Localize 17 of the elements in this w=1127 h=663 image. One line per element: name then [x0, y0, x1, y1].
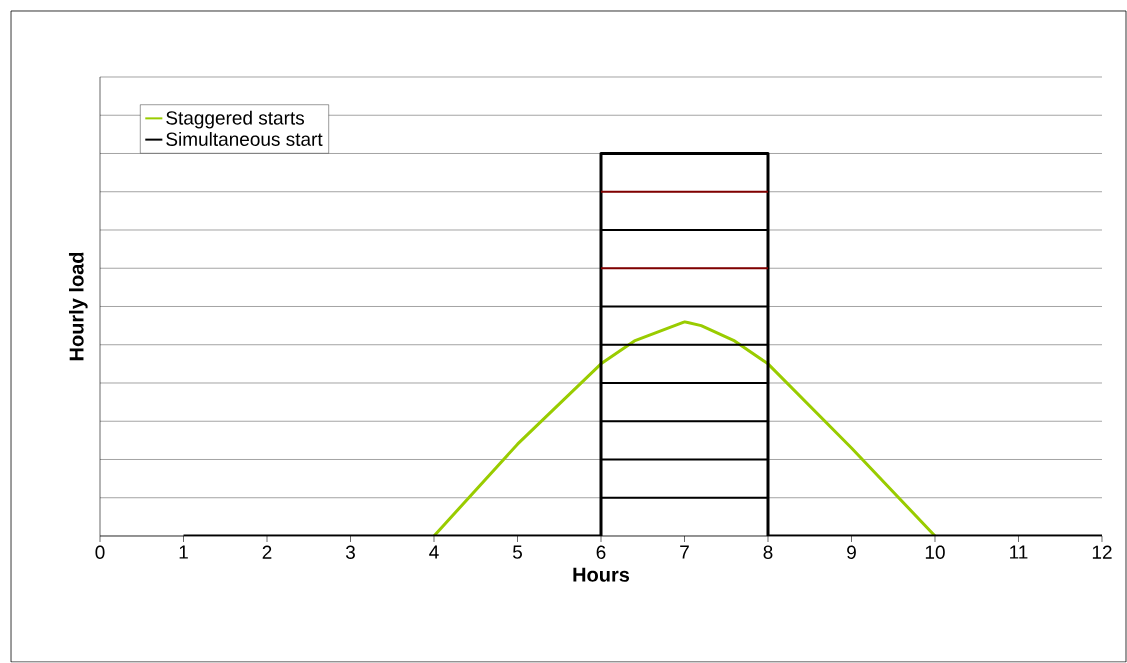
x-tick-label: 12 [1092, 545, 1112, 559]
x-tick-label: 7 [680, 545, 689, 559]
x-tick-label: 5 [512, 545, 522, 559]
x-tick-label: 2 [262, 545, 272, 559]
x-tick-label: 1 [179, 545, 188, 559]
x-tick-label: 6 [596, 545, 606, 559]
legend-label: Staggered starts [166, 110, 305, 129]
legend-label: Simultaneous start [166, 131, 323, 146]
x-tick-label: 3 [345, 545, 355, 559]
x-tick-label: 11 [1010, 545, 1028, 559]
y-axis-title: Hourly load [68, 252, 88, 361]
x-tick-label: 0 [95, 545, 105, 559]
x-tick-label: 10 [925, 545, 945, 559]
x-axis-title: Hours [573, 567, 630, 582]
x-tick-label: 9 [847, 545, 856, 559]
x-tick-label: 8 [763, 545, 773, 559]
x-tick-label: 4 [429, 545, 439, 559]
